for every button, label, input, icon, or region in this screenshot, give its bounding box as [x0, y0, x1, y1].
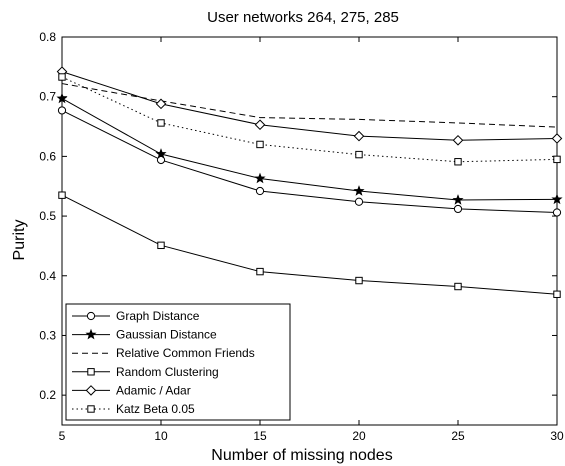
series-gaussian-distance — [56, 92, 563, 205]
x-tick-label: 30 — [550, 429, 564, 443]
data-point-katz-beta-0-05 — [256, 140, 264, 149]
axes: 5 10 15 20 25 30 0.2 0.3 0.4 0.5 0.6 0.7 0.8 — [39, 30, 564, 443]
data-point-random-clustering — [256, 267, 264, 276]
legend-label-random-clustering: Random Clustering — [116, 365, 219, 379]
data-point-adamic-adar — [155, 98, 167, 110]
series-line-random-clustering — [61, 194, 558, 295]
data-point-gaussian-distance — [56, 92, 68, 104]
data-point-katz-beta-0-05 — [157, 119, 165, 127]
data-point-gaussian-distance — [551, 193, 563, 205]
data-point-adamic-adar — [254, 119, 266, 131]
x-tick-label: 5 — [59, 429, 66, 443]
series-line-adamic-adar — [61, 71, 558, 141]
legend-label-katz-beta-0-05: Katz Beta 0.05 — [116, 402, 195, 416]
data-point-graph-distance — [354, 197, 364, 206]
data-point-random-clustering — [553, 290, 561, 298]
y-tick-label: 0.2 — [39, 388, 56, 402]
y-tick-label: 0.6 — [39, 149, 56, 163]
y-tick-label: 0.4 — [39, 269, 56, 283]
series-graph-distance — [57, 106, 562, 217]
legend-label-gaussian-distance: Gaussian Distance — [116, 328, 217, 342]
x-tick-label: 20 — [352, 429, 366, 443]
series-layer — [56, 66, 563, 298]
data-point-katz-beta-0-05 — [553, 155, 561, 164]
legend-marker-katz-beta-0-05 — [87, 405, 95, 413]
legend-label-graph-distance: Graph Distance — [116, 309, 200, 323]
legend-marker-adamic-adar — [85, 385, 97, 396]
data-point-adamic-adar — [353, 130, 365, 142]
data-point-graph-distance — [453, 204, 463, 214]
data-point-random-clustering — [454, 282, 462, 291]
data-point-graph-distance — [552, 208, 562, 217]
chart-title: User networks 264, 275, 285 — [207, 9, 399, 26]
series-line-gaussian-distance — [61, 98, 558, 201]
legend-marker-random-clustering — [87, 368, 95, 376]
y-tick-label: 0.3 — [39, 328, 56, 342]
data-point-random-clustering — [355, 276, 363, 285]
series-line-graph-distance — [61, 109, 558, 213]
series-katz-beta-0-05 — [58, 73, 561, 166]
x-tick-label: 15 — [253, 429, 267, 443]
legend-label-adamic-adar: Adamic / Adar — [116, 383, 191, 397]
legend-marker-gaussian-distance — [85, 328, 97, 340]
y-axis-label: Purity — [11, 220, 28, 261]
legend: Graph Distance Gaussian Distance Relative … — [65, 303, 291, 421]
legend-marker-graph-distance — [86, 311, 96, 321]
data-point-adamic-adar — [551, 133, 563, 144]
x-tick-label: 25 — [451, 429, 465, 443]
data-point-gaussian-distance — [452, 194, 464, 205]
x-tick-label: 10 — [154, 429, 168, 443]
series-adamic-adar — [56, 66, 563, 146]
y-tick-label: 0.8 — [39, 30, 56, 44]
data-point-random-clustering — [157, 241, 165, 250]
x-axis-label: Number of missing nodes — [211, 447, 392, 464]
legend-label-relative-common-friends: Relative Common Friends — [116, 346, 255, 360]
data-point-gaussian-distance — [155, 148, 167, 159]
data-point-graph-distance — [255, 186, 265, 196]
data-point-katz-beta-0-05 — [355, 150, 363, 159]
legend-box — [65, 303, 291, 421]
y-tick-label: 0.5 — [39, 209, 56, 223]
data-point-graph-distance — [57, 106, 67, 115]
y-tick-label: 0.7 — [39, 90, 56, 104]
data-point-gaussian-distance — [254, 172, 266, 184]
data-point-katz-beta-0-05 — [454, 158, 462, 166]
series-random-clustering — [58, 191, 561, 298]
series-line-katz-beta-0-05 — [61, 76, 558, 163]
data-point-adamic-adar — [452, 134, 464, 146]
data-point-gaussian-distance — [353, 185, 365, 196]
data-point-katz-beta-0-05 — [58, 73, 66, 81]
data-point-random-clustering — [58, 191, 66, 199]
